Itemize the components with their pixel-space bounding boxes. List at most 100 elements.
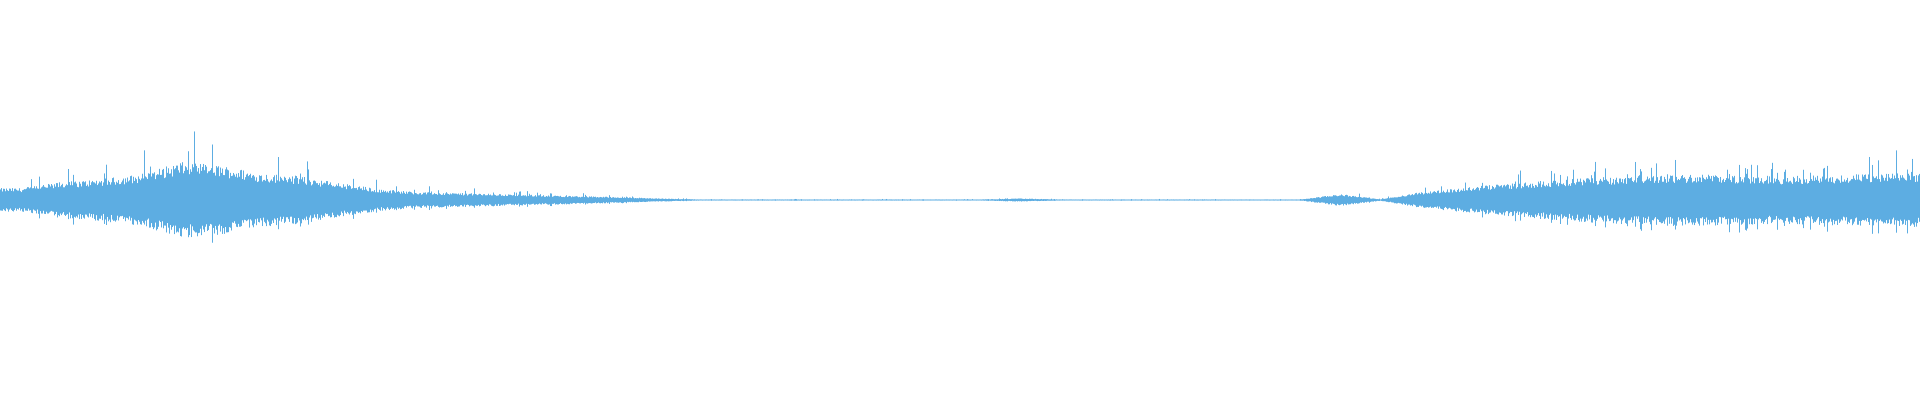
waveform-sample <box>1355 196 1356 204</box>
waveform-sample <box>699 199 700 201</box>
waveform-sample <box>760 199 761 201</box>
waveform-sample <box>332 186 333 213</box>
waveform-sample <box>552 196 553 204</box>
waveform-sample <box>935 199 936 201</box>
waveform-sample <box>1832 177 1833 226</box>
waveform-sample <box>1099 199 1100 201</box>
waveform-sample <box>1268 199 1269 201</box>
waveform-sample <box>590 196 591 204</box>
waveform-sample <box>449 194 450 205</box>
waveform-sample <box>1204 199 1205 201</box>
waveform-sample <box>1270 199 1271 201</box>
waveform-sample <box>1350 196 1351 205</box>
waveform-sample <box>567 197 568 204</box>
waveform-sample <box>1804 179 1805 221</box>
waveform-sample <box>1589 179 1590 220</box>
waveform-sample <box>390 190 391 209</box>
waveform-sample <box>1234 199 1235 201</box>
waveform-sample <box>523 195 524 205</box>
waveform-sample <box>650 198 651 202</box>
waveform-sample <box>402 193 403 208</box>
waveform-sample <box>1119 199 1120 201</box>
waveform-sample <box>196 165 197 233</box>
waveform-sample <box>408 191 409 207</box>
waveform-sample <box>1244 199 1245 201</box>
waveform-sample <box>927 199 928 201</box>
waveform-sample <box>1597 184 1598 219</box>
waveform-sample <box>1851 179 1852 220</box>
waveform-sample <box>1339 195 1340 206</box>
waveform-sample <box>615 197 616 203</box>
waveform-sample <box>899 199 900 201</box>
waveform-sample <box>745 199 746 201</box>
waveform-sample <box>1280 199 1281 201</box>
waveform-sample <box>1456 192 1457 212</box>
waveform-sample <box>1533 186 1534 218</box>
waveform-sample <box>477 195 478 206</box>
waveform-sample <box>437 194 438 206</box>
waveform-sample <box>1239 199 1240 201</box>
waveform-sample <box>1486 185 1487 214</box>
waveform-sample <box>399 192 400 208</box>
waveform-sample <box>687 199 688 201</box>
waveform-sample <box>917 199 918 201</box>
waveform-sample <box>4 188 5 211</box>
waveform-sample <box>216 166 217 230</box>
waveform-sample <box>1835 180 1836 222</box>
waveform-sample <box>1242 199 1243 201</box>
waveform-sample <box>451 194 452 207</box>
waveform-sample <box>1459 191 1460 209</box>
waveform-sample <box>393 190 394 209</box>
waveform-sample <box>541 196 542 205</box>
waveform-sample <box>554 195 555 204</box>
waveform-sample <box>809 199 810 201</box>
waveform-sample <box>1572 179 1573 216</box>
waveform-sample <box>839 199 840 201</box>
waveform-sample <box>1325 196 1326 204</box>
waveform-sample <box>202 167 203 226</box>
waveform-sample <box>782 199 783 201</box>
waveform-sample <box>1308 198 1309 202</box>
waveform-sample <box>27 187 28 211</box>
waveform-sample <box>955 199 956 201</box>
waveform-sample <box>1320 197 1321 203</box>
waveform-sample <box>1853 175 1854 224</box>
waveform-sample <box>744 199 745 201</box>
waveform-sample <box>324 182 325 217</box>
waveform-sample <box>1844 179 1845 218</box>
waveform-sample <box>0 189 1 211</box>
waveform-sample <box>298 183 299 219</box>
waveform-sample <box>881 199 882 201</box>
waveform-sample <box>1579 181 1580 222</box>
waveform-sample <box>1324 196 1325 203</box>
waveform-sample <box>679 199 680 201</box>
waveform-sample <box>1541 187 1542 214</box>
waveform-sample <box>1691 177 1692 223</box>
waveform-sample <box>215 175 216 226</box>
waveform-sample <box>1806 179 1807 218</box>
waveform-sample <box>455 193 456 207</box>
waveform-sample <box>46 187 47 212</box>
waveform-sample <box>248 176 249 220</box>
waveform-sample <box>1183 199 1184 201</box>
waveform-sample <box>1593 183 1594 218</box>
waveform-sample <box>892 199 893 201</box>
waveform-sample <box>1024 198 1025 202</box>
waveform-sample <box>1664 176 1665 224</box>
waveform-sample <box>571 197 572 204</box>
waveform-sample <box>1194 199 1195 201</box>
waveform-sample <box>904 199 905 201</box>
waveform-sample <box>404 192 405 207</box>
waveform-sample <box>423 192 424 206</box>
waveform-sample <box>1213 199 1214 201</box>
waveform-sample <box>120 183 121 217</box>
waveform-sample <box>920 199 921 201</box>
waveform-sample <box>1124 199 1125 201</box>
waveform-sample <box>1226 199 1227 201</box>
waveform-sample <box>362 190 363 213</box>
waveform-sample <box>463 195 464 207</box>
waveform-sample <box>950 199 951 201</box>
waveform-sample <box>1912 158 1913 224</box>
waveform-sample <box>1034 199 1035 201</box>
waveform-sample <box>213 172 214 228</box>
